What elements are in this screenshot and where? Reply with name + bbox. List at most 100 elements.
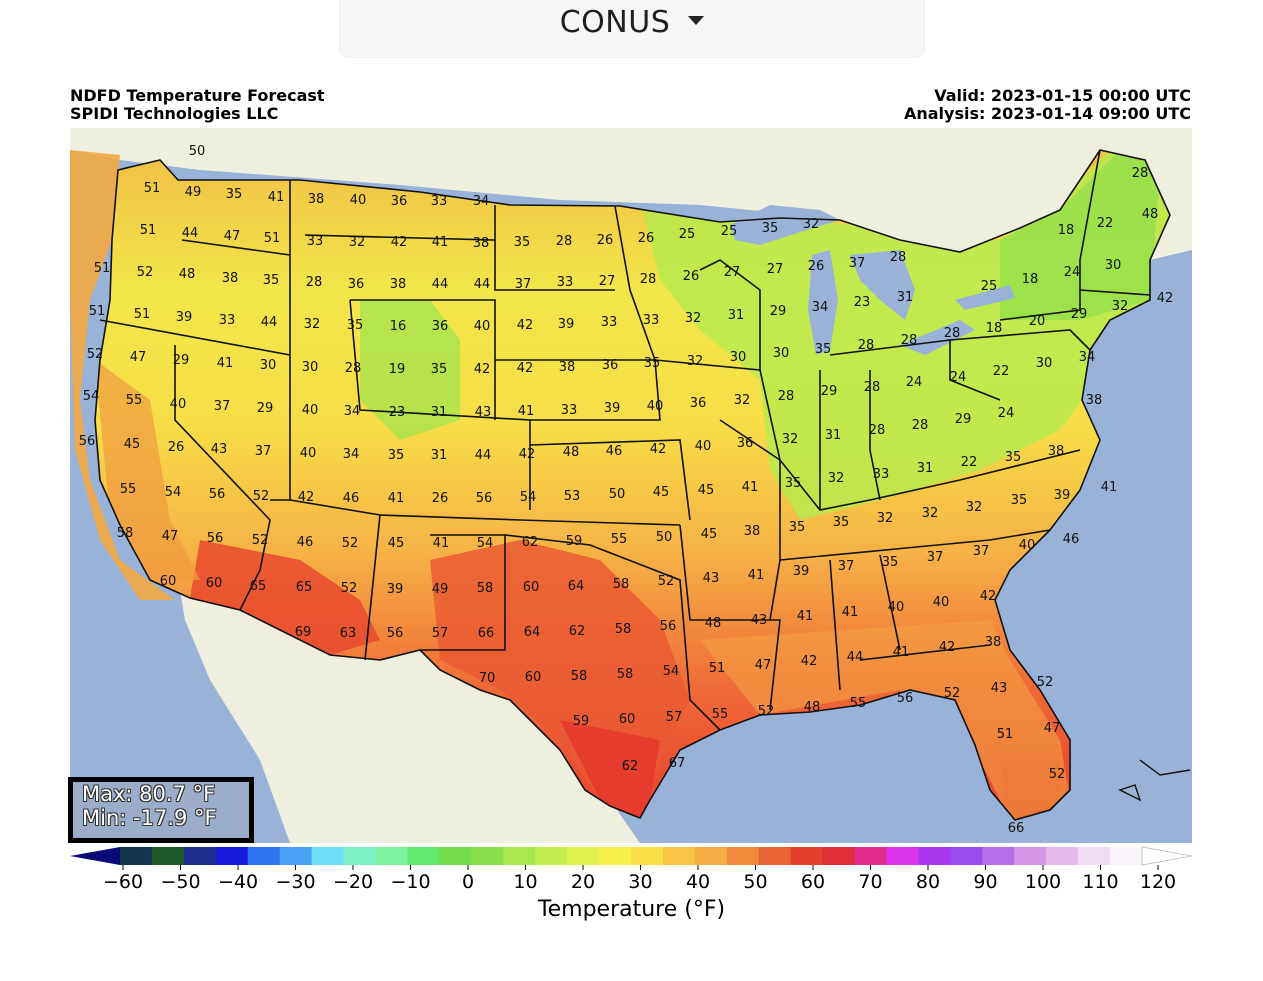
colorbar-segment [1078, 847, 1111, 865]
temp-label: 29 [1071, 307, 1088, 322]
map-header-right: Valid: 2023-01-15 00:00 UTC Analysis: 20… [904, 87, 1191, 123]
temp-label: 18 [1058, 223, 1075, 238]
colorbar-segment [439, 847, 472, 865]
temp-label: 32 [349, 235, 366, 250]
temp-label: 48 [804, 700, 821, 715]
temp-label: 51 [709, 661, 726, 676]
temp-label: 37 [849, 256, 866, 271]
temp-label: 33 [561, 403, 578, 418]
temp-label: 25 [981, 279, 998, 294]
temp-label: 38 [1086, 393, 1103, 408]
temp-label: 38 [559, 360, 576, 375]
temp-label: 32 [687, 354, 704, 369]
temp-label: 32 [828, 471, 845, 486]
temp-label: 29 [955, 412, 972, 427]
temp-label: 65 [250, 579, 267, 594]
temp-label: 22 [1097, 216, 1114, 231]
temp-label: 38 [308, 192, 325, 207]
temp-label: 57 [432, 626, 449, 641]
temp-label: 40 [170, 397, 187, 412]
temp-label: 40 [933, 595, 950, 610]
temp-label: 45 [698, 483, 715, 498]
colorbar-segment [567, 847, 600, 865]
lake-huron [850, 250, 915, 320]
colorbar-tick-label: −20 [333, 871, 373, 893]
temp-label: 58 [477, 581, 494, 596]
temp-label: 38 [744, 524, 761, 539]
temp-label: 38 [390, 277, 407, 292]
colorbar-segment [503, 847, 536, 865]
temp-label: 43 [211, 442, 228, 457]
temp-label: 42 [474, 362, 491, 377]
temp-label: 39 [176, 310, 193, 325]
temp-label: 55 [850, 696, 867, 711]
temp-label: 48 [1142, 207, 1159, 222]
state-borders [94, 149, 1171, 821]
temp-label: 47 [162, 529, 179, 544]
colorbar-tick-label: 30 [628, 871, 652, 893]
temp-label: 51 [997, 727, 1014, 742]
temp-label: 52 [944, 686, 961, 701]
temp-label: 28 [640, 272, 657, 287]
temp-label: 26 [597, 233, 614, 248]
temp-label: 30 [1105, 258, 1122, 273]
colorbar-segment [375, 847, 409, 865]
temp-label: 46 [1063, 532, 1080, 547]
temp-label: 35 [431, 362, 448, 377]
temp-label: 32 [734, 393, 751, 408]
temp-label: 32 [966, 500, 983, 515]
temp-label: 60 [619, 712, 636, 727]
temp-label: 46 [297, 535, 314, 550]
temp-label: 48 [705, 616, 722, 631]
temp-label: 52 [341, 581, 358, 596]
temp-label: 30 [1036, 356, 1053, 371]
colorbar-segment [631, 847, 664, 865]
coastal-shelf [70, 150, 175, 600]
temp-label: 45 [653, 485, 670, 500]
region-select-label: CONUS [559, 5, 671, 40]
temp-label: 51 [94, 261, 111, 276]
mexico-land [180, 590, 640, 843]
colorbar-tick-label: 80 [916, 871, 940, 893]
temp-label: 34 [343, 447, 360, 462]
temp-label: 49 [432, 582, 449, 597]
temp-label: 28 [556, 234, 573, 249]
temp-label: 45 [124, 437, 141, 452]
colorbar-segment [471, 847, 504, 865]
colorbar-tick-label: −50 [160, 871, 200, 893]
coastline-details [1118, 759, 1191, 802]
temp-label: 37 [973, 544, 990, 559]
temp-label: 24 [1064, 265, 1081, 280]
temp-label: 54 [477, 536, 494, 551]
colorbar-segment [726, 847, 760, 865]
temp-label: 33 [601, 315, 618, 330]
temp-label: 44 [475, 448, 492, 463]
temp-label: 22 [961, 455, 978, 470]
temp-label: 42 [939, 640, 956, 655]
temp-label: 56 [476, 491, 493, 506]
region-select[interactable]: CONUS [339, 0, 925, 58]
temp-label: 60 [160, 574, 177, 589]
temp-label: 56 [79, 434, 96, 449]
temp-label: 28 [901, 333, 918, 348]
temp-label: 34 [344, 404, 361, 419]
temp-label: 40 [350, 193, 367, 208]
analysis-time: Analysis: 2023-01-14 09:00 UTC [903, 104, 1191, 123]
temp-label: 32 [782, 432, 799, 447]
temp-label: 45 [388, 536, 405, 551]
temp-label: 67 [669, 756, 686, 771]
temp-label: 18 [986, 321, 1003, 336]
temp-label: 51 [140, 223, 157, 238]
colorbar-max-extend [1141, 846, 1193, 866]
temp-label: 41 [797, 609, 814, 624]
colorbar-segment [215, 847, 249, 865]
temp-label: 42 [1157, 291, 1174, 306]
temp-label: 30 [773, 346, 790, 361]
temp-label: 42 [517, 361, 534, 376]
temp-label: 54 [663, 664, 680, 679]
temp-label: 52 [1037, 675, 1054, 690]
colorbar-segment [662, 847, 696, 865]
colorbar-segment [822, 847, 856, 865]
temp-label: 51 [144, 181, 161, 196]
temp-label: 33 [557, 275, 574, 290]
